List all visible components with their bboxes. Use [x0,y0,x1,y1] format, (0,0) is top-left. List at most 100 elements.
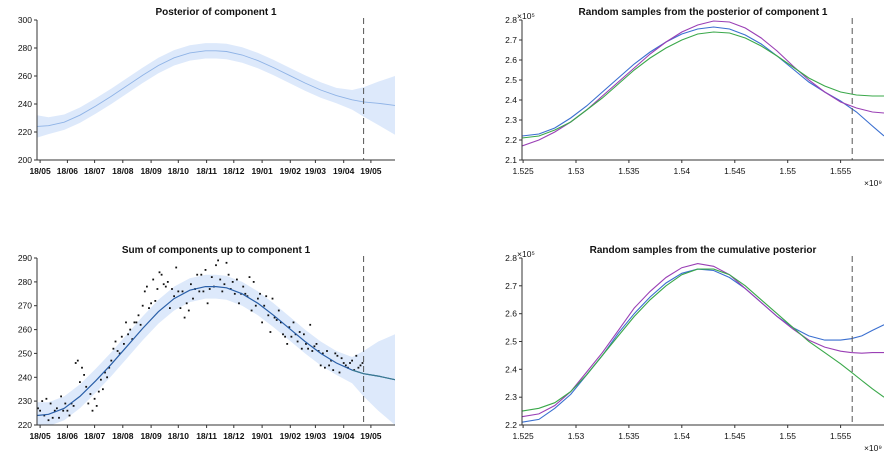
data-point [95,405,98,407]
data-point [338,371,341,374]
data-point [60,395,62,398]
y-exponent-label: ×10⁵ [517,249,535,259]
x-exponent-label: ×10⁹ [864,443,882,453]
data-point [114,340,117,343]
data-point [277,309,280,312]
plot-area [37,259,395,425]
data-point [185,302,188,305]
data-point [200,273,203,276]
data-point [152,278,155,281]
data-point [296,340,299,343]
x-tick-label: 18/12 [223,431,245,441]
y-tick-label: 270 [18,301,32,311]
data-point [300,347,303,350]
data-point [223,283,226,286]
y-tick-label: 2.2 [505,135,517,145]
data-point [351,359,353,362]
data-point [269,331,272,333]
data-point [236,278,238,281]
data-point [37,407,39,410]
chart-p4: 2.2 2.3 2.4 2.5 2.6 2.7 2.8 1.525 1.53 1.535 1.54 1… [505,245,884,453]
data-point [56,407,58,410]
x-tick-label: 1.525 [512,431,534,441]
data-point [233,292,236,295]
x-tick-label: 18/05 [29,431,51,441]
data-point [160,273,163,276]
data-point [344,364,347,367]
data-point [307,347,309,350]
x-tick-label: 19/03 [305,166,327,176]
data-point [280,321,282,324]
data-point [166,281,169,283]
x-tick-label: 1.545 [724,431,746,441]
data-point [248,276,251,278]
data-point [227,273,230,276]
x-tick-label: 18/08 [112,431,134,441]
y-tick-label: 2.5 [505,75,517,85]
data-point [158,271,161,274]
uncertainty-band [37,274,395,425]
data-point [120,335,123,338]
x-tick-label: 1.535 [618,166,640,176]
y-tick-label: 2.8 [505,15,517,25]
x-tick-label: 18/10 [168,431,190,441]
data-point [204,269,207,271]
x-exponent-label: ×10⁹ [864,178,882,188]
y-exponent-label: ×10⁵ [517,11,535,21]
data-point [267,314,270,317]
data-point [217,259,219,262]
x-tick-label: 18/09 [140,166,162,176]
data-point [108,366,111,369]
data-point [334,352,337,355]
data-point [148,307,150,309]
data-point [319,364,322,367]
data-point [131,338,134,340]
data-point [221,290,224,293]
data-point [68,414,71,417]
axes [521,20,884,161]
x-tick-label: 1.55 [779,166,796,176]
x-tick-label: 19/02 [280,166,302,176]
data-point [127,333,129,336]
x-tick-label: 19/05 [360,166,382,176]
series-line-1 [522,20,884,147]
data-point [202,290,205,293]
data-point [208,288,211,290]
uncertainty-band [37,43,395,138]
data-point [110,359,113,362]
data-point [183,316,186,319]
data-point [342,362,345,364]
chart-p2: 2.1 2.2 2.3 2.4 2.5 2.6 2.7 2.8 1.525 1.53 1.535 1.… [505,7,884,188]
y-tick-label: 2.1 [505,155,517,165]
data-point [169,307,171,309]
series-line-0 [37,286,395,417]
data-point [357,366,360,369]
data-point [177,290,180,293]
x-tick-label: 18/11 [196,431,217,441]
y-tick-label: 250 [18,348,32,358]
data-point [104,371,106,374]
x-tick-label: 1.54 [674,166,691,176]
data-point [286,343,289,345]
data-point [137,314,140,317]
data-point [231,281,234,283]
data-point [361,362,364,364]
data-point [162,283,165,286]
data-point [100,378,102,381]
data-point [246,295,249,298]
chart-title: Sum of components up to component 1 [122,245,311,256]
x-tick-label: 18/10 [168,166,190,176]
x-tick-label: 18/11 [196,166,217,176]
y-tick-label: 2.3 [505,392,517,402]
y-tick-label: 220 [18,420,32,430]
y-tick-label: 240 [18,372,32,382]
y-tick-label: 2.6 [505,309,517,319]
y-tick-label: 2.4 [505,364,517,374]
data-point [210,276,213,278]
y-tick-label: 2.3 [505,115,517,125]
plot-area [522,20,884,147]
x-tick-label: 1.555 [830,431,852,441]
plot-area [522,263,884,423]
data-point [53,409,56,412]
series-line-0 [37,50,395,127]
